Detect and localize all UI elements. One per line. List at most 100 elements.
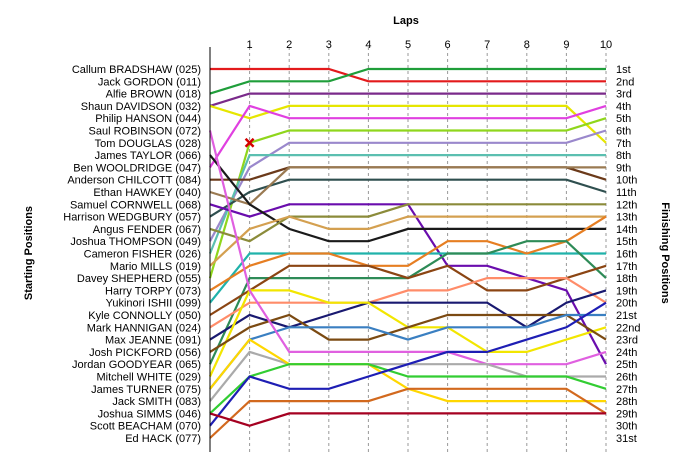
finishing-position-label: 26th: [616, 372, 637, 384]
finishing-position-label: 13th: [616, 212, 637, 224]
starting-position-label: Mark HANNIGAN (024): [87, 322, 201, 334]
series-line: [209, 264, 607, 316]
series-line: [209, 203, 606, 243]
series-line: [209, 313, 607, 353]
series-line: [210, 67, 606, 83]
finishing-position-label: 6th: [616, 126, 631, 138]
retirement-marker: [244, 137, 255, 148]
starting-position-label: Yukinori ISHII (099): [106, 298, 201, 310]
series-line: [209, 166, 606, 206]
chart-title: Laps: [393, 15, 419, 27]
series-line: [209, 215, 607, 292]
starting-position-label: Jack SMITH (083): [112, 396, 201, 408]
starting-position-label: Davey SHEPHERD (055): [77, 273, 201, 285]
finishing-position-label: 9th: [616, 162, 631, 174]
starting-position-label: Anderson CHILCOTT (084): [67, 175, 201, 187]
starting-position-label: Jack GORDON (011): [98, 76, 201, 88]
series-line: [209, 178, 607, 218]
x-tick-label: 8: [524, 39, 530, 51]
series-line: [209, 301, 607, 427]
y-axis-label-right: Finishing Positions: [659, 202, 671, 303]
x-tick-label: 3: [326, 39, 332, 51]
finishing-position-label: 22nd: [616, 322, 640, 334]
x-tick-label: 1: [247, 39, 253, 51]
starting-position-label: Ethan HAWKEY (040): [93, 187, 201, 199]
starting-position-label: Callum BRADSHAW (025): [72, 64, 201, 76]
finishing-position-label: 10th: [616, 175, 637, 187]
finishing-position-label: 20th: [616, 298, 637, 310]
x-tick-label: 7: [484, 39, 490, 51]
finishing-position-label: 19th: [616, 285, 637, 297]
starting-position-label: Scott BEACHAM (070): [90, 421, 201, 433]
finishing-position-label: 31st: [616, 433, 637, 445]
starting-position-labels: Callum BRADSHAW (025)Jack GORDON (011)Al…: [63, 64, 201, 445]
series-line: [209, 215, 606, 267]
finishing-position-label: 27th: [616, 384, 637, 396]
starting-position-label: Jordan GOODYEAR (065): [72, 359, 201, 371]
finishing-position-label: 12th: [616, 199, 637, 211]
starting-position-label: Joshua THOMPSON (049): [70, 236, 201, 248]
starting-position-label: Ben WOOLDRIDGE (047): [73, 162, 201, 174]
series-line: [209, 412, 606, 427]
x-tick-label: 2: [286, 39, 292, 51]
finishing-position-label: 16th: [616, 249, 637, 261]
x-tick-label: 9: [563, 39, 569, 51]
series-line: [209, 129, 607, 242]
series-line: [208, 117, 607, 279]
starting-position-label: Josh PICKFORD (056): [89, 347, 201, 359]
series-line: [208, 154, 606, 254]
x-tick-label: 4: [365, 39, 371, 51]
starting-position-label: Cameron FISHER (026): [84, 249, 201, 261]
finishing-position-label: 1st: [616, 64, 631, 76]
series-line: [209, 92, 606, 107]
finishing-position-label: 14th: [616, 224, 637, 236]
starting-position-label: Joshua SIMMS (046): [98, 408, 201, 420]
finishing-position-label: 5th: [616, 113, 631, 125]
starting-position-label: James TAYLOR (066): [95, 150, 201, 162]
series-line: [209, 387, 607, 439]
starting-position-label: Mitchell WHITE (029): [96, 372, 201, 384]
finishing-position-label: 23rd: [616, 335, 638, 347]
series-line: [208, 130, 607, 366]
series-line: [209, 277, 607, 329]
starting-position-label: Tom DOUGLAS (028): [95, 138, 201, 150]
finishing-position-label: 2nd: [616, 76, 634, 88]
starting-position-label: Mario MILLS (019): [110, 261, 201, 273]
series-line: [209, 104, 607, 144]
x-tick-label: 10: [600, 39, 612, 51]
finishing-position-label: 7th: [616, 138, 631, 150]
starting-position-label: Philip HANSON (044): [95, 113, 201, 125]
starting-position-label: Alfie BROWN (018): [106, 89, 201, 101]
x-tick-labels: 1 2 3 4 5 6 7 8 9 10: [247, 39, 613, 51]
x-tick-label: 5: [405, 39, 411, 51]
starting-position-label: Shaun DAVIDSON (032): [81, 101, 201, 113]
starting-position-label: Ed HACK (077): [125, 433, 201, 445]
finishing-position-label: 18th: [616, 273, 637, 285]
starting-position-label: Max JEANNE (091): [105, 335, 201, 347]
starting-position-label: Harry TORPY (073): [105, 285, 201, 297]
series-line: [209, 104, 607, 168]
finishing-position-label: 8th: [616, 150, 631, 162]
finishing-position-label: 29th: [616, 408, 637, 420]
finishing-position-labels: 1st2nd3rd4th5th6th7th8th9th10th11th12th1…: [616, 64, 640, 445]
retirement-marker-stroke: [244, 137, 255, 148]
finishing-position-label: 21st: [616, 310, 637, 322]
finishing-position-label: 17th: [616, 261, 637, 273]
starting-position-label: James TURNER (075): [91, 384, 201, 396]
finishing-position-label: 15th: [616, 236, 637, 248]
series-line: [209, 363, 607, 415]
finishing-position-label: 25th: [616, 359, 637, 371]
series-line: [209, 252, 606, 304]
starting-position-label: Angus FENDER (067): [93, 224, 201, 236]
finishing-position-label: 3rd: [616, 89, 632, 101]
finishing-position-label: 28th: [616, 396, 637, 408]
series-line: [209, 67, 606, 95]
starting-position-label: Harrison WEDGBURY (057): [63, 212, 201, 224]
gridlines: [249, 47, 607, 452]
y-axis-label-left: Starting Positions: [23, 206, 35, 300]
x-tick-label: 6: [445, 39, 451, 51]
finishing-position-label: 24th: [616, 347, 637, 359]
starting-position-label: Kyle CONNOLLY (050): [88, 310, 201, 322]
starting-position-label: Samuel CORNWELL (068): [70, 199, 201, 211]
